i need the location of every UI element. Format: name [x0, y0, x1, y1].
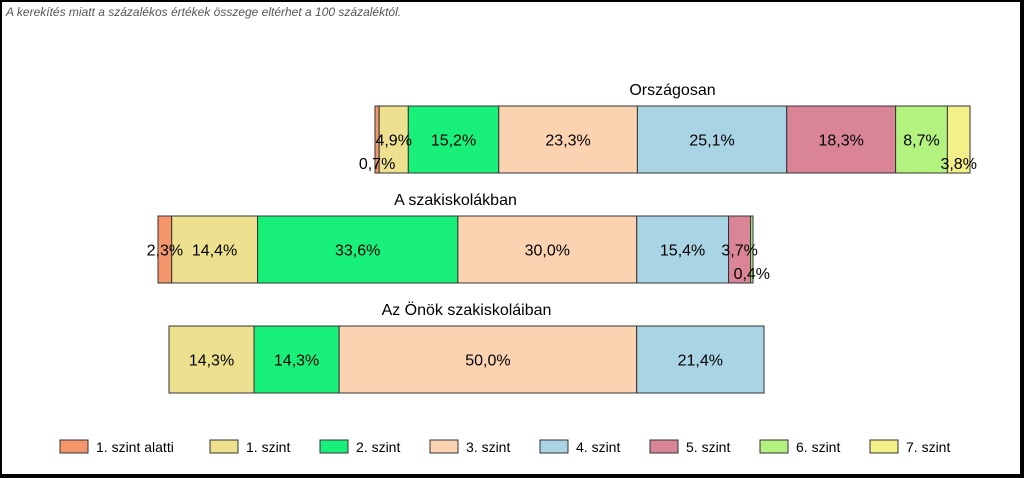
data-label-g3-s3: 50,0% [465, 353, 510, 370]
bar-segment-g1-s5 [786, 105, 897, 174]
data-label-g1-s5: 18,3% [819, 133, 864, 150]
data-label-g2-s3: 30,0% [525, 243, 570, 260]
legend-label-1: 1. szint [246, 439, 290, 455]
legend-swatch-7 [869, 439, 899, 454]
legend-label-6: 6. szint [796, 439, 840, 455]
legend-swatch-2 [319, 439, 349, 454]
data-label-g1-s1: 4,9% [375, 133, 411, 150]
group-title-1: Országosan [629, 82, 715, 99]
data-label-g1-s4: 25,1% [689, 133, 734, 150]
legend-label-4: 4. szint [576, 439, 620, 455]
bar-segment-g2-s2 [257, 215, 459, 284]
legend-label-0: 1. szint alatti [96, 439, 174, 455]
legend-swatch-5 [649, 439, 679, 454]
data-label-g3-s4: 21,4% [678, 353, 723, 370]
group-title-3: Az Önök szakiskoláiban [382, 301, 552, 319]
bar-segment-g1-s3 [498, 105, 638, 174]
legend-swatch-3 [429, 439, 459, 454]
legend-swatch-1 [209, 439, 239, 454]
data-label-g2-s5: 3,7% [721, 243, 757, 260]
legend-label-5: 5. szint [686, 439, 730, 455]
legend-label-2: 2. szint [356, 439, 400, 455]
bar-segment-g1-s4 [636, 105, 788, 174]
data-label-g1-s3: 23,3% [545, 133, 590, 150]
data-label-g2-s0: 2,3% [147, 243, 183, 260]
data-label-g1-s7: 3,8% [940, 156, 976, 173]
legend-label-7: 7. szint [906, 439, 950, 455]
bar-segment-g1-s7 [946, 105, 971, 174]
data-label-g1-s2: 15,2% [431, 133, 476, 150]
data-label-g1-s6: 8,7% [903, 133, 939, 150]
bar-segment-g1-s2 [407, 105, 500, 174]
data-label-g2-s6: 0,4% [734, 266, 770, 283]
bar-segment-g3-s3 [338, 325, 638, 394]
data-label-g3-s1: 14,3% [189, 353, 234, 370]
bar-segment-g2-s3 [457, 215, 638, 284]
data-label-g2-s2: 33,6% [335, 243, 380, 260]
legend-label-3: 3. szint [466, 439, 510, 455]
bar-segment-g2-s1 [171, 215, 259, 284]
bar-segment-g1-s6 [895, 105, 948, 174]
bar-segment-g3-s4 [636, 325, 765, 394]
legend-swatch-6 [759, 439, 789, 454]
bar-segment-g3-s2 [253, 325, 340, 394]
legend-swatch-4 [539, 439, 569, 454]
rounding-note: A kerekítés miatt a százalékos értékek ö… [6, 5, 402, 19]
legend-swatch-0 [59, 439, 89, 454]
data-label-g1-s0: 0,7% [359, 156, 395, 173]
data-label-g3-s2: 14,3% [274, 353, 319, 370]
data-label-g2-s1: 14,4% [192, 243, 237, 260]
bar-segment-g2-s6 [750, 215, 754, 284]
bar-segment-g3-s1 [168, 325, 255, 394]
group-title-2: A szakiskolákban [394, 192, 517, 209]
data-label-g2-s4: 15,4% [660, 243, 705, 260]
